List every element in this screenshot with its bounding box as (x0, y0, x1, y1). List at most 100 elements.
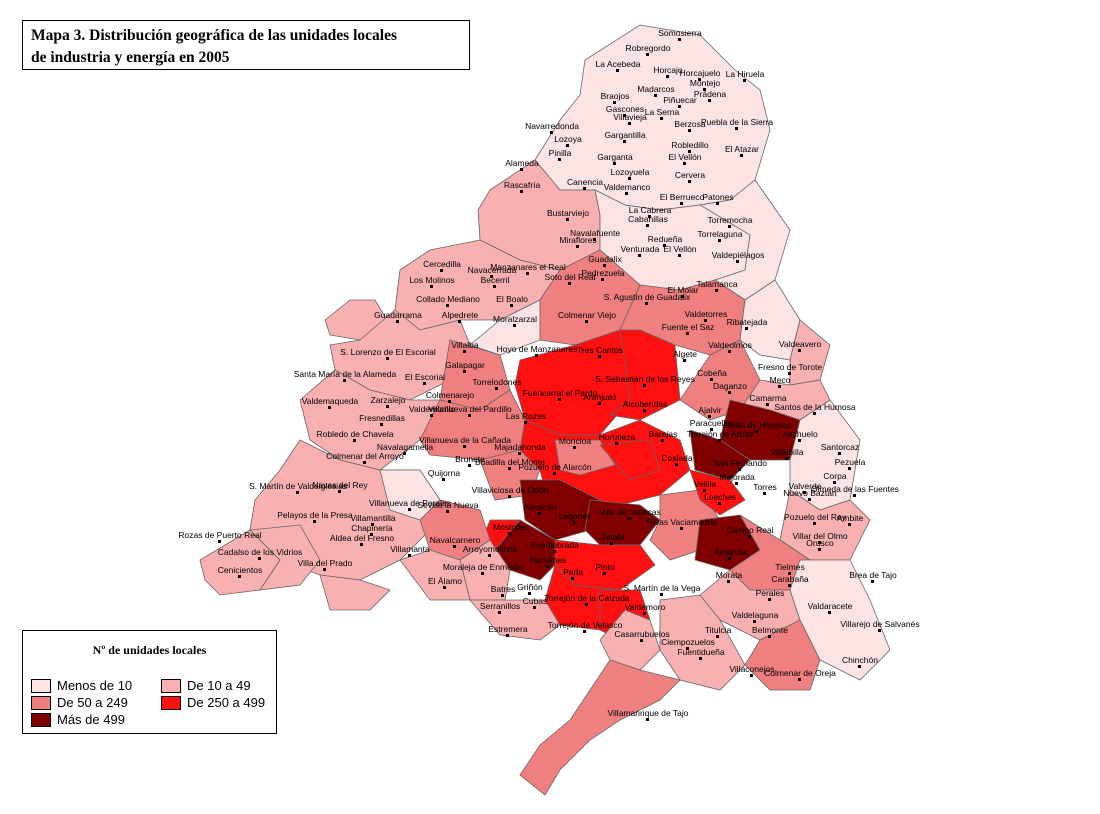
municipality-label: Tres Cantos (577, 345, 623, 355)
municipality-marker (740, 154, 743, 157)
municipality-marker (488, 554, 491, 557)
municipality-marker (423, 382, 426, 385)
municipality-marker (526, 272, 529, 275)
municipality-label: Mostoles (493, 522, 527, 532)
legend-label: Menos de 10 (57, 678, 133, 693)
municipality-label: Cubas (523, 596, 548, 606)
municipality-marker (408, 508, 411, 511)
municipality-marker (745, 327, 748, 330)
municipality-region (514, 329, 641, 436)
municipality-label: Villarejo de Salvanés (840, 619, 919, 629)
municipality-marker (371, 523, 374, 526)
municipality-marker (296, 491, 299, 494)
municipality-marker (699, 657, 702, 660)
municipality-marker (446, 510, 449, 513)
municipality-label: Berzosa (674, 119, 705, 129)
municipality-marker (643, 612, 646, 615)
municipality-label: El Vellón (668, 152, 701, 162)
municipality-marker (328, 406, 331, 409)
municipality-label: Serranillos (480, 601, 520, 611)
municipality-label: Valdetorres (685, 309, 728, 319)
municipality-label: Ajalvir (698, 405, 721, 415)
municipality-label: Robledo de Chavela (316, 429, 393, 439)
municipality-marker (703, 88, 706, 91)
municipality-marker (710, 428, 713, 431)
municipality-marker (528, 592, 531, 595)
municipality-marker (573, 446, 576, 449)
municipality-marker (593, 238, 596, 241)
municipality-label: Piñuecar (663, 95, 697, 105)
municipality-marker (646, 224, 649, 227)
municipality-marker (603, 572, 606, 575)
municipality-label: El Álamo (428, 576, 462, 586)
municipality-marker (338, 490, 341, 493)
municipality-label: La Serna (645, 107, 680, 117)
municipality-label: Griñón (517, 582, 543, 592)
municipality-label: Tielmes (775, 562, 804, 572)
municipality-label: Corpa (823, 471, 846, 481)
municipality-label: Alcalá de Henares (722, 420, 791, 430)
legend-swatch (161, 696, 181, 710)
municipality-label: Valdemoro (625, 602, 666, 612)
municipality-marker (442, 478, 445, 481)
municipality-marker (838, 452, 841, 455)
municipality-marker (510, 304, 513, 307)
municipality-marker (613, 101, 616, 104)
municipality-marker (683, 359, 686, 362)
municipality-marker (553, 550, 556, 553)
municipality-label: Arganda (714, 547, 746, 557)
municipality-marker (640, 639, 643, 642)
municipality-label: Villa del Prado (298, 558, 353, 568)
municipality-label: Navarredonda (525, 121, 579, 131)
municipality-marker (258, 557, 261, 560)
municipality-marker (878, 629, 881, 632)
municipality-marker (558, 398, 561, 401)
municipality-marker (735, 482, 738, 485)
municipality-label: Boadilla del Monte (475, 457, 545, 467)
municipality-label: Mejorada (719, 472, 755, 482)
municipality-marker (623, 140, 626, 143)
municipality-marker (646, 53, 649, 56)
municipality-label: Ambite (837, 513, 864, 523)
municipality-marker (380, 423, 383, 426)
municipality-marker (716, 635, 719, 638)
municipality-label: Alameda (505, 158, 539, 168)
municipality-marker (370, 533, 373, 536)
municipality-label: Cercedilla (423, 259, 461, 269)
municipality-label: Torrelodones (472, 377, 521, 387)
municipality-marker (654, 94, 657, 97)
municipality-marker (520, 190, 523, 193)
municipality-label: El Atazar (725, 144, 759, 154)
municipality-label: Torremocha (708, 215, 753, 225)
municipality-marker (566, 218, 569, 221)
municipality-label: Getafe (599, 532, 625, 542)
municipality-label: Robledillo (671, 140, 709, 150)
municipality-label: Lozoyuela (611, 167, 650, 177)
municipality-label: Perales (756, 588, 785, 598)
municipality-region (789, 319, 831, 386)
municipality-marker (628, 517, 631, 520)
municipality-region (469, 599, 561, 641)
municipality-marker (616, 69, 619, 72)
municipality-marker (743, 79, 746, 82)
municipality-marker (688, 180, 691, 183)
municipality-marker (576, 245, 579, 248)
municipality-label: Aranjuez (583, 392, 617, 402)
municipality-marker (753, 620, 756, 623)
municipality-marker (708, 99, 711, 102)
municipality-marker (755, 430, 758, 433)
municipality-marker (643, 384, 646, 387)
municipality-marker (728, 350, 731, 353)
municipality-marker (568, 282, 571, 285)
municipality-marker (463, 350, 466, 353)
municipality-label: Anchuelo (782, 429, 818, 439)
municipality-label: Brea de Tajo (849, 570, 897, 580)
municipality-marker (468, 464, 471, 467)
municipality-label: Guadalix (588, 254, 622, 264)
municipality-marker (766, 403, 769, 406)
municipality-label: Valdeolmos (708, 340, 752, 350)
municipality-marker (533, 606, 536, 609)
municipality-label: Morata (716, 570, 743, 580)
municipality-marker (648, 215, 651, 218)
